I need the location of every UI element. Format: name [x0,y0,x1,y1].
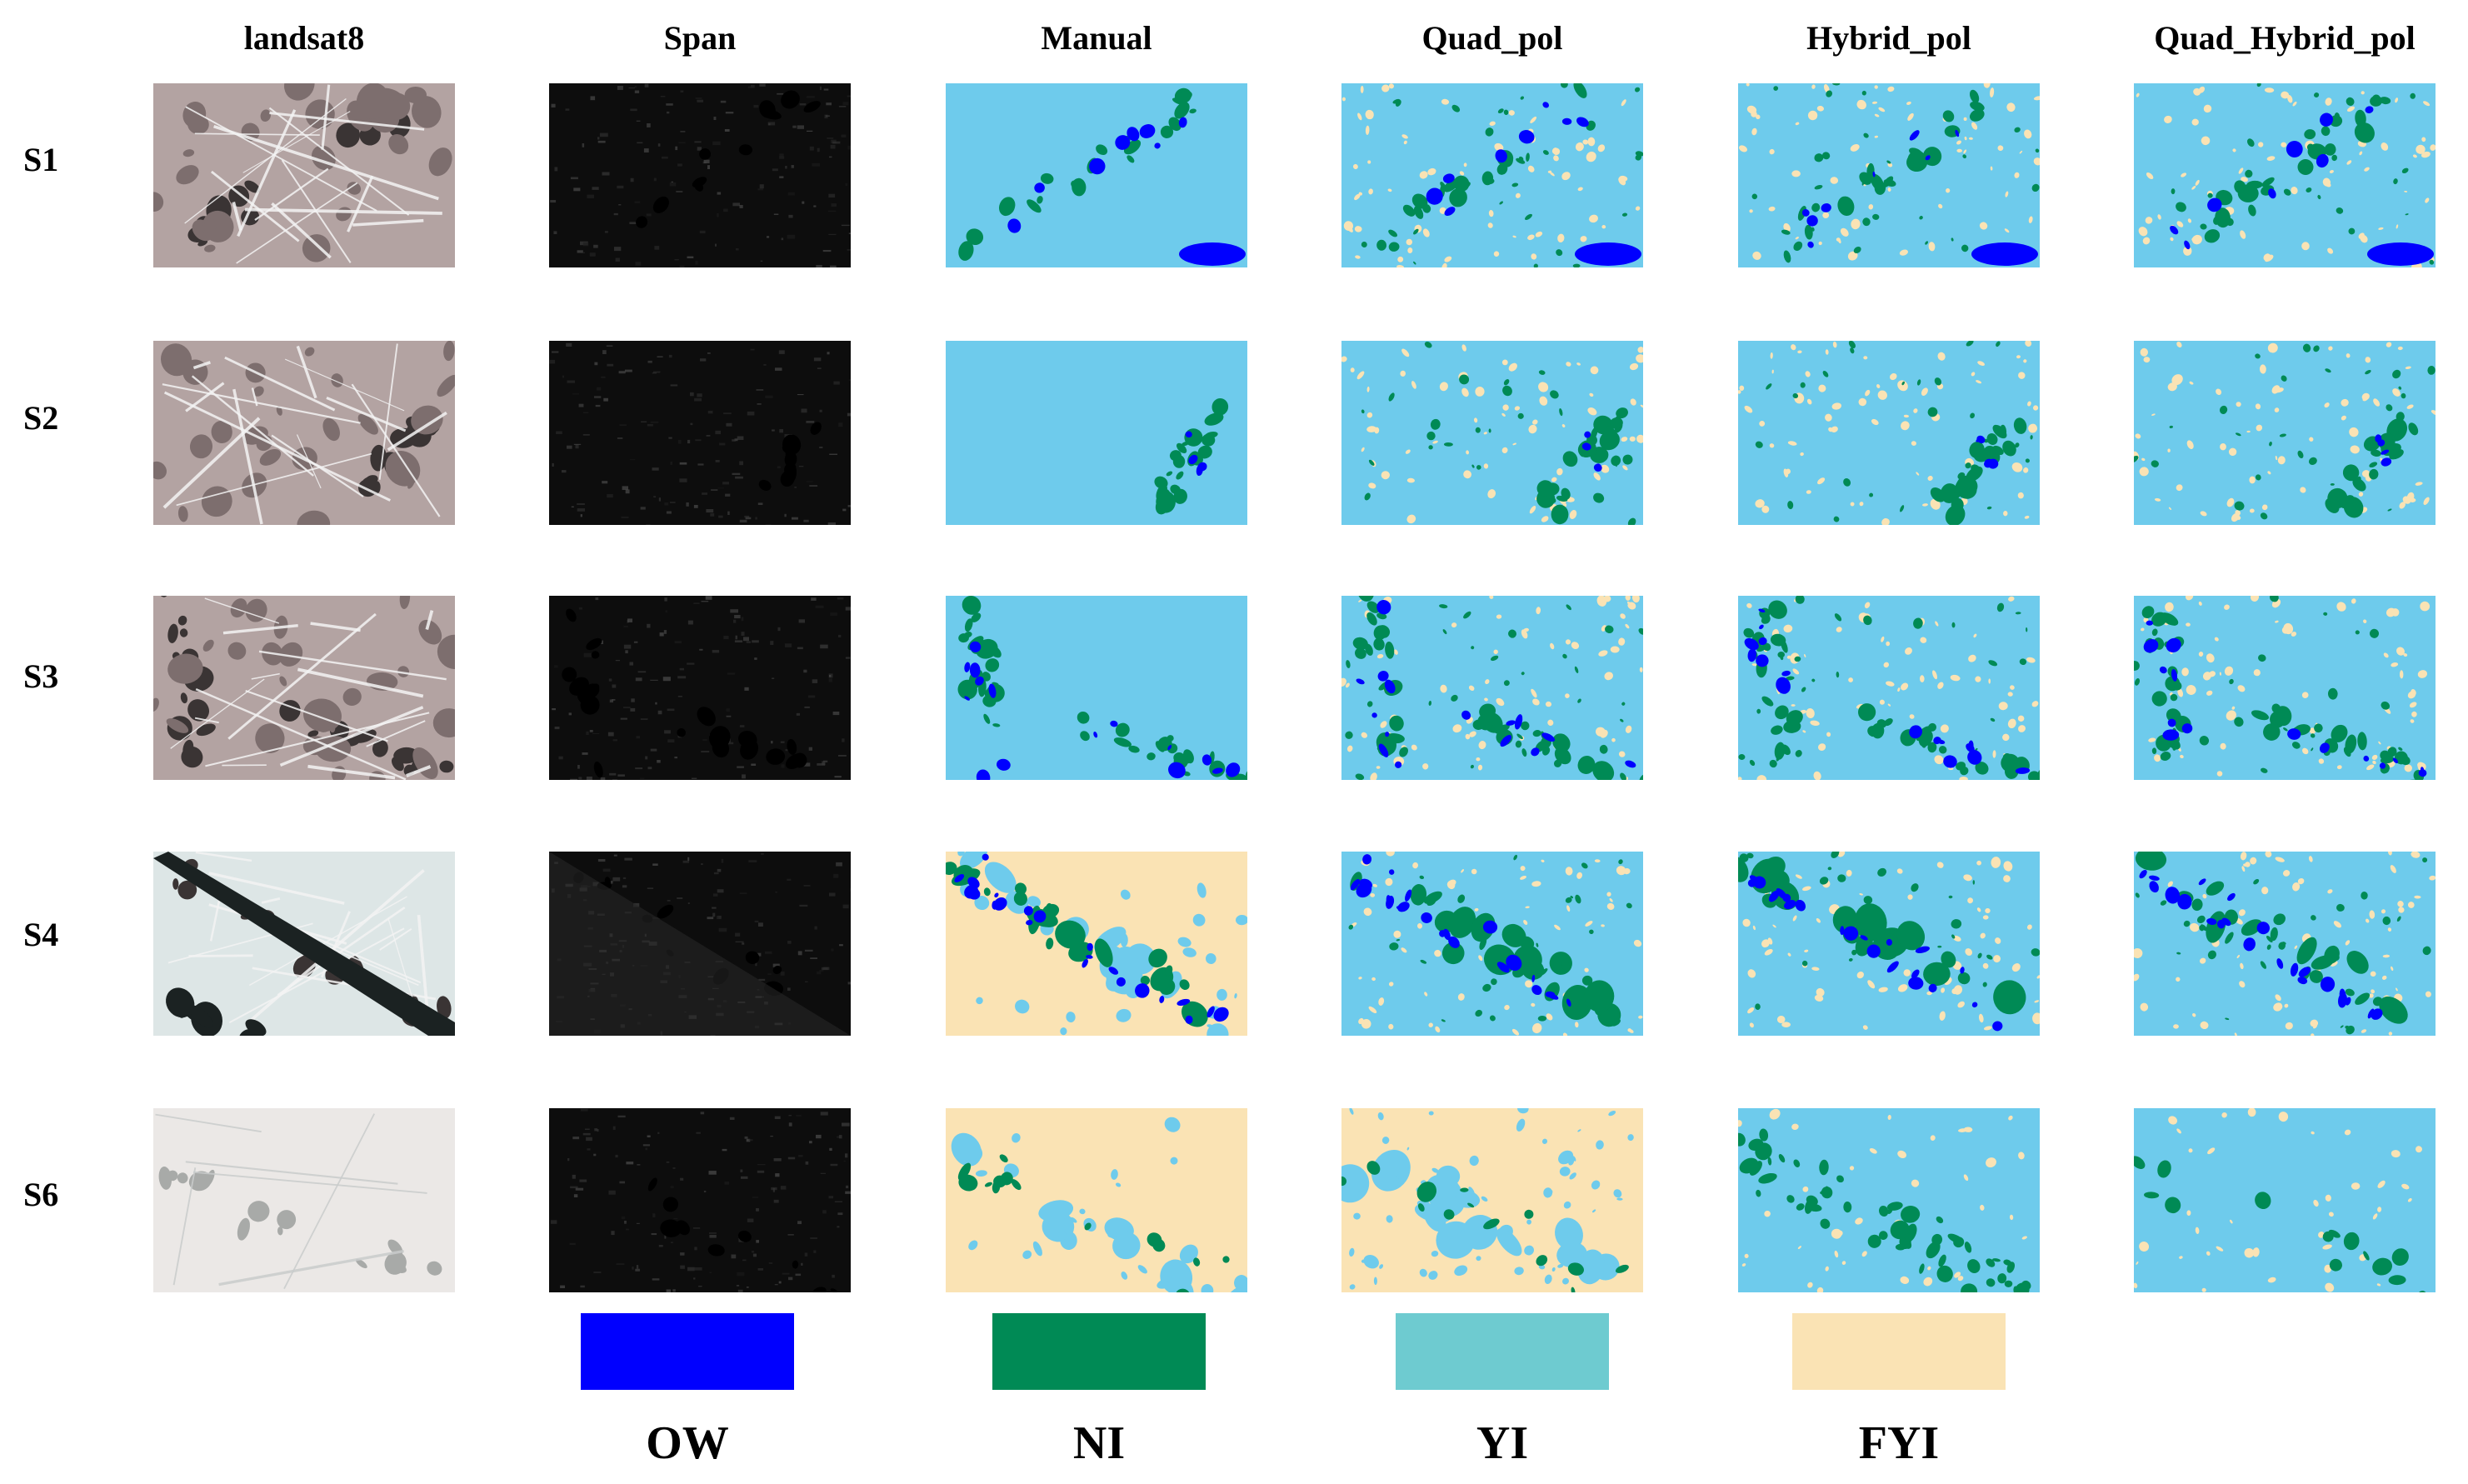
panel-image [1738,83,2040,267]
column-header-span: Span [663,19,737,57]
legend-label-fyi: FYI [1858,1417,1940,1469]
column-header-landsat8: landsat8 [243,19,365,57]
row-label-s3: S3 [23,657,59,695]
panel-image [549,596,851,780]
panel-image [2134,341,2436,525]
panel-image [946,83,1247,267]
panel-s2-hybrid-pol [1738,341,2040,525]
panel-s6-landsat8 [153,1108,455,1292]
panel-image [946,852,1247,1036]
row-label-s6: S6 [23,1176,59,1213]
panel-image [153,1108,455,1292]
panel-image [2134,852,2436,1036]
row-label-s2: S2 [23,399,59,437]
panel-s2-landsat8 [153,341,455,525]
panel-s3-span [549,596,851,780]
legend-swatch-fyi [1792,1313,2006,1390]
panel-s3-manual [946,596,1247,780]
panel-s1-span [549,83,851,267]
legend-label-ni: NI [1072,1417,1126,1469]
panel-image [946,1108,1247,1292]
panel-s6-manual [946,1108,1247,1292]
panel-s4-hybrid-pol [1738,852,2040,1036]
panel-s4-manual [946,852,1247,1036]
column-header-manual: Manual [1041,19,1152,57]
panel-image [153,596,455,780]
panel-s2-quad-hybrid-pol [2134,341,2436,525]
panel-s3-quad-hybrid-pol [2134,596,2436,780]
panel-image [2134,1108,2436,1292]
panel-image [549,1108,851,1292]
panel-s3-landsat8 [153,596,455,780]
panel-image [1738,1108,2040,1292]
panel-s1-manual [946,83,1247,267]
panel-s1-quad-hybrid-pol [2134,83,2436,267]
panel-image [1341,852,1643,1036]
panel-s2-quad-pol [1341,341,1643,525]
panel-image [153,341,455,525]
panel-s2-span [549,341,851,525]
legend-swatch-ow [581,1313,794,1390]
panel-s6-span [549,1108,851,1292]
panel-image [2134,596,2436,780]
panel-s1-landsat8 [153,83,455,267]
panel-image [2134,83,2436,267]
panel-image [946,341,1247,525]
panel-image [1341,83,1643,267]
legend-swatch-yi [1396,1313,1609,1390]
panel-image [153,83,455,267]
panel-s4-span [549,852,851,1036]
panel-image [946,596,1247,780]
panel-image [1738,341,2040,525]
panel-image [549,83,851,267]
column-header-hybrid-pol: Hybrid_pol [1806,19,1971,57]
panel-s1-hybrid-pol [1738,83,2040,267]
legend-label-ow: OW [646,1417,729,1469]
panel-image [1341,341,1643,525]
panel-s4-landsat8 [153,852,455,1036]
panel-s3-quad-pol [1341,596,1643,780]
column-header-quad-pol: Quad_pol [1421,19,1563,57]
row-label-s4: S4 [23,916,59,953]
panel-s6-hybrid-pol [1738,1108,2040,1292]
panel-image [1738,852,2040,1036]
panel-image [549,341,851,525]
panel-image [1738,596,2040,780]
legend-label-yi: YI [1476,1417,1529,1469]
panel-s3-hybrid-pol [1738,596,2040,780]
panel-s4-quad-hybrid-pol [2134,852,2436,1036]
panel-image [1341,1108,1643,1292]
legend-swatch-ni [992,1313,1206,1390]
column-header-quad-hybrid-pol: Quad_Hybrid_pol [2154,19,2416,57]
panel-image [153,852,455,1036]
panel-s2-manual [946,341,1247,525]
row-label-s1: S1 [23,141,59,178]
panel-s6-quad-hybrid-pol [2134,1108,2436,1292]
panel-s4-quad-pol [1341,852,1643,1036]
panel-image [1341,596,1643,780]
panel-s1-quad-pol [1341,83,1643,267]
panel-image [549,852,851,1036]
panel-s6-quad-pol [1341,1108,1643,1292]
